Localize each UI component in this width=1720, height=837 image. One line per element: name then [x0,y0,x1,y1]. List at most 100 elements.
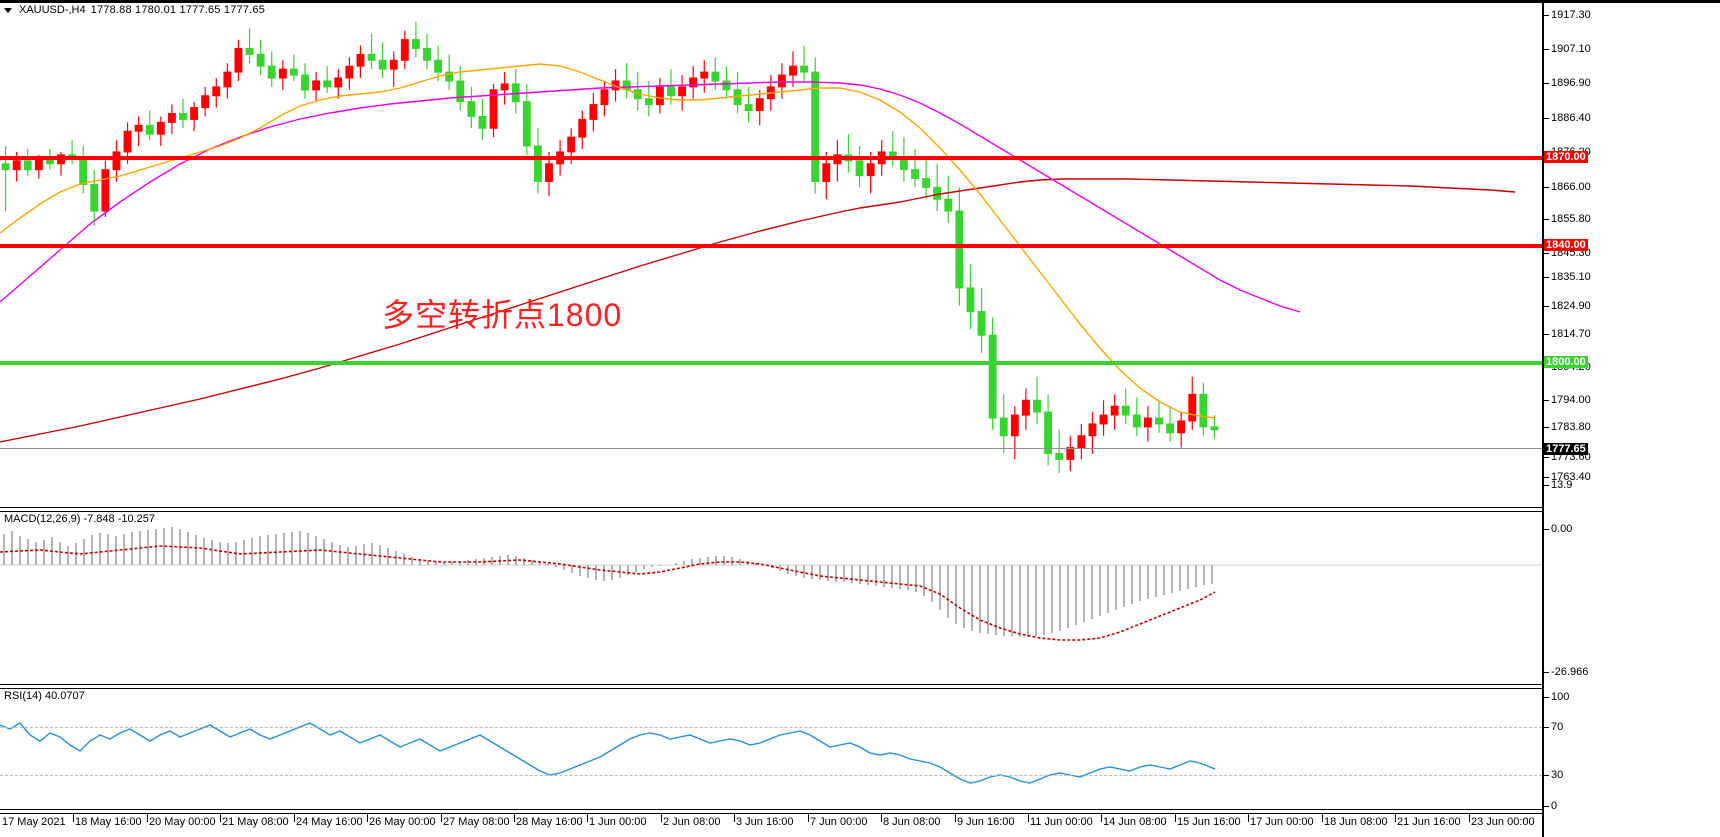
rsi-axis-tick [1544,697,1549,698]
level-line-1800[interactable] [0,361,1542,365]
time-axis-separator [1101,814,1102,822]
price-axis-label: 1824.90 [1551,300,1591,312]
time-axis-label: 18 May 16:00 [75,816,142,828]
time-axis-separator [294,814,295,822]
candle-body [811,71,820,182]
candle-body [423,47,431,61]
rsi-axis-label: 100 [1551,691,1570,703]
level-line-1840[interactable] [0,244,1542,248]
price-axis-tick [1544,187,1549,188]
rsi-pane[interactable]: RSI(14) 40.0707 [0,689,1542,813]
price-axis-label: 1814.70 [1551,328,1591,340]
candle-body [301,74,309,91]
price-axis-label: 1835.10 [1551,271,1591,283]
time-axis-label: 17 Jun 00:00 [1250,816,1314,828]
price-axis-tick [1544,427,1549,428]
candle-body [134,124,143,132]
candle-body [1099,414,1108,425]
time-axis-label: 7 Jun 00:00 [810,816,868,828]
price-chart-svg [0,21,1516,473]
candle-body [256,53,265,67]
axis-vertical-line [1542,3,1544,837]
candle-body [567,136,576,153]
price-axis-label: 1763.40 [1551,471,1591,483]
time-axis-separator [1469,814,1470,822]
symbol-header: XAUUSD-,H4 1778.88 1780.01 1777.65 1777.… [0,3,265,17]
macd-axis-tick [1544,485,1549,486]
candle-body [744,104,753,112]
time-axis-separator [73,814,74,822]
macd-histogram [3,527,1213,637]
rsi-axis-tick [1544,727,1549,728]
candle-body [1177,420,1186,434]
ma-fast-line [0,63,1216,419]
candle-body [478,115,487,129]
time-axis-separator [881,814,882,822]
candle-body [1210,426,1219,431]
candle-body [1188,393,1197,422]
candle-body [711,71,720,82]
price-axis-label: 1866.00 [1551,181,1591,193]
time-axis-label: 17 May 2021 [2,816,66,828]
time-axis-label: 21 Jun 16:00 [1397,816,1461,828]
candle-body [689,77,698,88]
rsi-line [0,722,1216,784]
rsi-axis-tick [1544,806,1549,807]
candle-body [522,101,531,147]
candle-body [1143,417,1152,428]
candle-body [922,178,931,188]
candle-body [622,80,631,91]
candle-body [545,163,553,182]
rsi-axis-label: 30 [1551,769,1564,781]
candle-body [733,89,742,106]
time-axis-label: 28 May 16:00 [516,816,583,828]
candle-body [1044,411,1053,454]
time-axis-label: 2 Jun 08:00 [663,816,721,828]
candle-body [234,47,243,73]
candle-body [467,101,476,117]
candle-body [911,169,919,180]
candle-body [755,98,764,112]
macd-pane[interactable]: MACD(12,26,9) -7.848 -10.257 [0,512,1542,670]
time-axis-label: 26 May 00:00 [369,816,436,828]
price-axis-tick [1544,219,1549,220]
candle-body [112,151,121,171]
candle-body [23,160,32,171]
candle-body [1066,447,1075,460]
candle-body [1033,399,1041,413]
time-axis-label: 23 Jun 00:00 [1471,816,1535,828]
candle-body [700,71,709,79]
time-axis-separator [367,814,368,822]
time-axis-label: 18 Jun 08:00 [1324,816,1388,828]
candle-body [1010,414,1019,437]
price-pane[interactable]: 多空转折点1800 [0,18,1542,473]
ohlc-values: 1778.88 1780.01 1777.65 1777.65 [90,4,266,16]
annotation-text: 多空转折点1800 [382,297,623,333]
time-axis-separator [514,814,515,822]
time-axis-separator [808,814,809,822]
time-axis-label: 27 May 08:00 [443,816,510,828]
price-axis-label: 1783.80 [1551,421,1591,433]
macd-axis-label: 13.9 [1551,479,1573,491]
time-axis: 17 May 2021 18 May 16:00 20 May 00:00 21 Ma… [0,814,1542,837]
candle-body [999,417,1008,437]
price-axis[interactable]: 1917.301907.101896.901886.401876.201866.… [1542,3,1720,837]
window-top-border [0,0,1720,3]
time-axis-separator [1028,814,1029,822]
candle-body [434,59,443,73]
price-axis-tick [1544,334,1549,335]
price-axis-tick [1544,457,1549,458]
macd-axis-label: -26.966 [1551,666,1589,678]
candle-body [378,59,387,70]
time-axis-label: 14 Jun 08:00 [1103,816,1167,828]
time-axis-label: 15 Jun 16:00 [1177,816,1241,828]
chevron-down-icon[interactable] [4,7,12,13]
candle-body [489,89,498,129]
candle-body [278,68,287,79]
time-axis-separator [1395,814,1396,822]
price-axis-label: 1855.80 [1551,213,1591,225]
candle-body [289,68,298,76]
level-line-1870[interactable] [0,156,1542,160]
candle-body [1088,423,1097,437]
